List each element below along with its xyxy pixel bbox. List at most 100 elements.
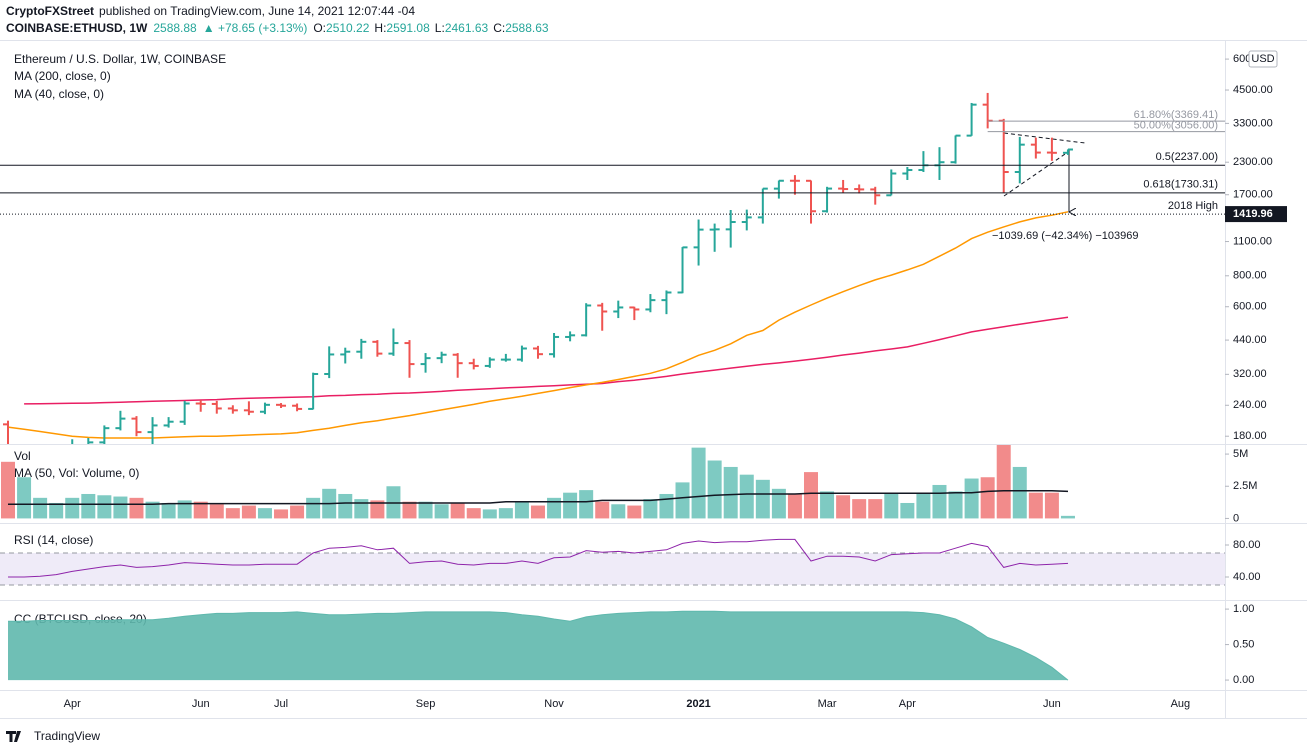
volume-bar	[161, 502, 176, 519]
ohlc-label: C:	[493, 21, 505, 35]
published: published on TradingView.com, June 14, 2…	[99, 4, 415, 18]
ohlc-value: 2588.63	[505, 21, 549, 35]
volume-bar	[755, 479, 770, 519]
volume-bar	[1, 461, 15, 519]
ohlc-value: 2510.22	[326, 21, 370, 35]
y-tick-label: 320.00	[1233, 368, 1267, 380]
volume-bar	[306, 497, 321, 519]
legend-entry: MA (50, Vol: Volume, 0)	[14, 466, 139, 480]
volume-bar	[659, 493, 674, 519]
volume-bar	[1012, 466, 1027, 519]
x-tick-label: Aug	[1171, 698, 1191, 710]
volume-bar	[257, 508, 272, 519]
fib-label: 50.00%(3056.00)	[1134, 120, 1218, 132]
separators	[0, 40, 1307, 719]
y-tick-label: 0	[1233, 512, 1239, 524]
x-tick-label: 2021	[686, 698, 710, 710]
volume-bar	[418, 501, 433, 519]
volume-bar	[33, 497, 48, 519]
level-label: 0.618(1730.31)	[1143, 179, 1218, 191]
volume-bar	[820, 491, 835, 519]
volume-bar	[579, 490, 594, 519]
volume-bar	[804, 472, 818, 519]
volume-bar	[739, 474, 754, 519]
y-tick-label: 2.5M	[1233, 480, 1257, 492]
rsi-line	[8, 538, 1069, 578]
volume-bar	[900, 502, 915, 519]
volume-bar	[241, 505, 256, 519]
x-tick-label: Mar	[818, 698, 837, 710]
ohlc-value: 2591.08	[386, 21, 430, 35]
author: CryptoFXStreet	[6, 4, 94, 18]
ma-line	[8, 490, 1069, 506]
y-tick-label: 4500.00	[1233, 84, 1273, 96]
pane	[3, 92, 1073, 444]
volume-bar	[643, 499, 658, 519]
pane-title: Ethereum / U.S. Dollar, 1W, COINBASE	[14, 52, 226, 66]
header-line: CryptoFXStreet published on TradingView.c…	[6, 4, 415, 18]
y-tick-label: 1700.00	[1233, 189, 1273, 201]
change: ▲ +78.65 (+3.13%)	[203, 21, 308, 35]
ma-line	[24, 316, 1069, 405]
measure-label: −1039.69 (−42.34%) −103969	[992, 230, 1139, 242]
fib-label: 61.80%(3369.41)	[1134, 109, 1218, 121]
volume-bar	[948, 491, 963, 519]
x-tick-label: Nov	[544, 698, 564, 710]
x-tick-label: Jul	[274, 698, 288, 710]
drawing-tools	[1003, 132, 1086, 212]
volume-bar	[611, 504, 626, 519]
y-tick-label: 600.00	[1233, 301, 1267, 313]
price: 2588.88	[153, 21, 197, 35]
volume-bar	[771, 488, 786, 519]
volume-bar	[450, 502, 465, 519]
currency: USD	[1251, 53, 1274, 65]
x-tick-label: Apr	[64, 698, 81, 710]
trend-line	[1003, 151, 1069, 197]
symbol: COINBASE:ETHUSD, 1W	[6, 21, 148, 35]
y-tick-label: 1.00	[1233, 603, 1254, 615]
pane	[0, 538, 1225, 586]
volume-bar	[707, 460, 722, 519]
volume-bar	[980, 477, 995, 519]
volume-bar	[627, 505, 642, 519]
pane	[8, 610, 1069, 681]
volume-bar	[1044, 492, 1059, 519]
volume-bar	[530, 505, 545, 519]
volume-bar	[595, 501, 610, 519]
price-tag	[1225, 206, 1287, 223]
pane	[1, 445, 1075, 519]
volume-bar	[49, 502, 64, 519]
volume-bar	[787, 493, 802, 519]
volume-bar	[498, 508, 513, 519]
volume-bar	[916, 493, 931, 519]
y-tick-label: 440.00	[1233, 334, 1267, 346]
volume-bar	[836, 495, 851, 519]
y-tick-label: 80.00	[1233, 539, 1261, 551]
y-tick-label: 3300.00	[1233, 117, 1273, 129]
volume-bar	[113, 496, 128, 519]
x-tick-label: Jun	[1043, 698, 1061, 710]
volume-bar	[996, 445, 1011, 519]
volume-bar	[884, 493, 899, 519]
volume-bar	[17, 477, 32, 519]
volume-bar	[290, 505, 305, 519]
volume-bar	[466, 508, 481, 519]
footer: TradingView	[6, 729, 100, 743]
volume-bar	[514, 501, 529, 519]
volume-bar	[868, 499, 883, 519]
legend-entry: MA (200, close, 0)	[14, 69, 111, 83]
volume-bar	[338, 493, 353, 519]
volume-bar	[354, 499, 369, 519]
area-line	[8, 610, 1069, 681]
volume-bar	[209, 504, 224, 519]
volume-bar	[370, 500, 385, 519]
volume-bar	[852, 499, 867, 519]
volume-bar	[964, 478, 979, 519]
area-fill	[8, 611, 1068, 681]
volume-bar	[675, 482, 690, 519]
rsi-band	[0, 553, 1225, 585]
header-quote: COINBASE:ETHUSD, 1W 2588.88 ▲ +78.65 (+3.1…	[6, 21, 549, 35]
y-tick-label: 180.00	[1233, 430, 1267, 442]
ohlc-label: H:	[374, 21, 386, 35]
